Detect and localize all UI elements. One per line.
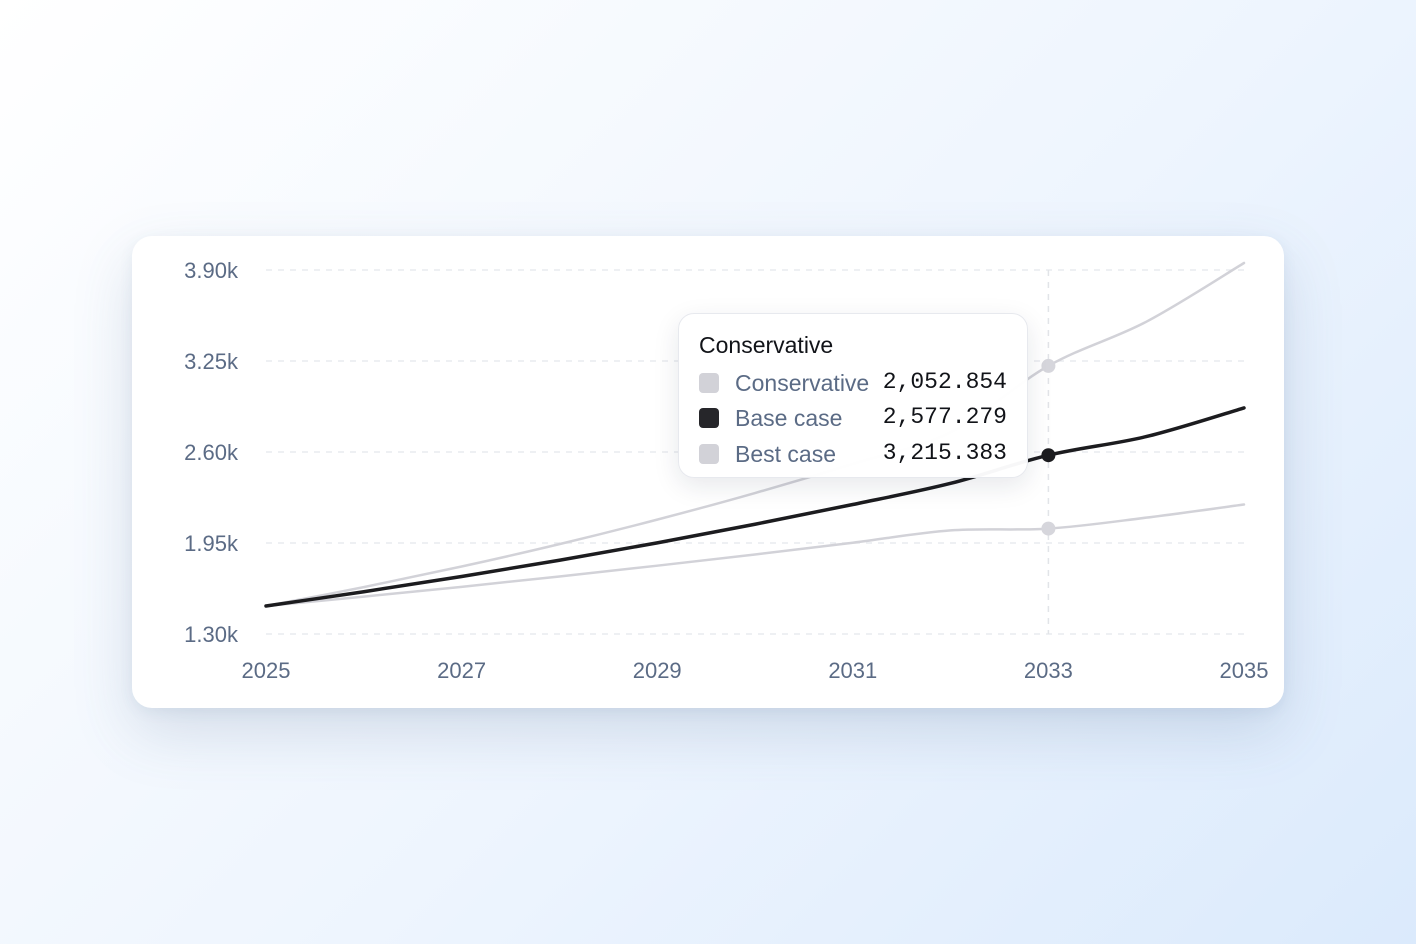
tooltip-row-value: 3,215.383	[882, 440, 1007, 466]
tooltip-row-value: 2,052.854	[882, 369, 1007, 395]
x-tick-label: 2035	[1220, 658, 1269, 683]
tooltip-row-base-case: Base case 2,577.279	[699, 403, 1007, 433]
y-tick-label: 3.90k	[184, 258, 239, 283]
series-line-conservative[interactable]	[264, 503, 1246, 608]
conservative-swatch	[699, 373, 719, 393]
series-line-best-case[interactable]	[264, 261, 1246, 608]
hover-point-conservative	[1041, 521, 1056, 536]
tooltip-title: Conservative	[699, 332, 834, 358]
tooltip-row-conservative: Conservative 2,052.854	[699, 368, 1007, 398]
tooltip-row-best-case: Best case 3,215.383	[699, 439, 1007, 469]
chart-tooltip: Conservative Conservative 2,052.854 Base…	[678, 313, 1028, 478]
y-tick-label: 1.95k	[184, 531, 239, 556]
x-tick-label: 2027	[437, 658, 486, 683]
tooltip-row-name: Conservative	[735, 370, 870, 396]
x-tick-label: 2031	[828, 658, 877, 683]
x-tick-label: 2025	[242, 658, 291, 683]
chart-card: 1.30k 1.95k 2.60k 3.25k 3.90k 2025 2027 2029 20…	[132, 236, 1284, 708]
y-tick-label: 1.30k	[184, 622, 239, 647]
tooltip-row-name: Base case	[735, 405, 843, 431]
base-case-swatch	[699, 408, 719, 428]
hover-point-best-case	[1041, 358, 1056, 373]
series-line-base-case[interactable]	[264, 406, 1246, 608]
x-tick-label: 2033	[1024, 658, 1073, 683]
line-chart[interactable]: 1.30k 1.95k 2.60k 3.25k 3.90k 2025 2027 2029 20…	[132, 236, 1284, 708]
y-tick-label: 3.25k	[184, 349, 239, 374]
tooltip-row-value: 2,577.279	[882, 404, 1007, 430]
tooltip-row-name: Best case	[735, 441, 836, 467]
y-tick-label: 2.60k	[184, 440, 239, 465]
x-tick-label: 2029	[633, 658, 682, 683]
hover-point-base-case	[1041, 448, 1056, 463]
best-case-swatch	[699, 444, 719, 464]
